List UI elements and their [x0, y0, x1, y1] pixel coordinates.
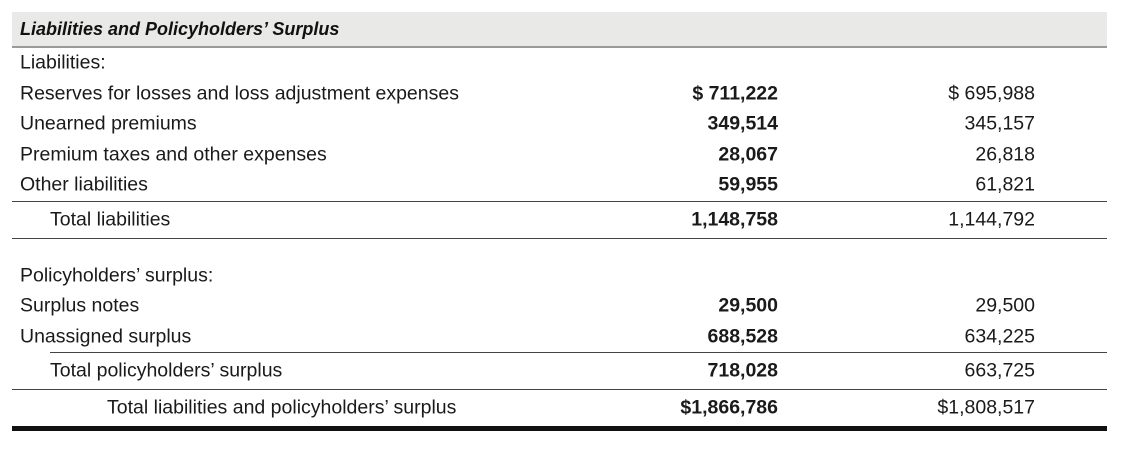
row-label: Unassigned surplus [20, 325, 192, 348]
section-title: Liabilities and Policyholders’ Surplus [20, 18, 340, 39]
total-liabilities-row: Total liabilities 1,148,758 1,144,792 [12, 202, 1107, 238]
subtotal-rule [50, 352, 1107, 353]
prior-year-total: 1,144,792 [948, 208, 1035, 230]
current-year-value: 29,500 [718, 294, 778, 317]
current-year-total: 718,028 [707, 359, 779, 382]
table-row: Surplus notes 29,500 29,500 [12, 291, 1107, 322]
grand-total-label: Total liabilities and policyholders’ sur… [107, 396, 457, 419]
table-header: Liabilities and Policyholders’ Surplus [12, 12, 1107, 48]
subtotal-rule [12, 200, 1107, 202]
row-label: Reserves for losses and loss adjustment … [20, 82, 459, 105]
prior-year-value: 26,818 [975, 143, 1035, 166]
row-label: Unearned premiums [20, 112, 197, 135]
liabilities-heading: Liabilities: [20, 51, 106, 74]
balance-sheet-table: Liabilities and Policyholders’ Surplus L… [12, 12, 1107, 431]
current-year-total: 1,148,758 [691, 208, 778, 230]
total-label: Total liabilities [50, 208, 171, 230]
current-year-value: $ 711,222 [692, 82, 778, 105]
surplus-heading: Policyholders’ surplus: [20, 264, 214, 287]
prior-year-grand-total: $1,808,517 [937, 396, 1035, 419]
prior-year-value: 61,821 [975, 173, 1035, 196]
section-spacer [12, 239, 1107, 261]
current-year-value: 59,955 [718, 173, 778, 196]
prior-year-value: 345,157 [964, 112, 1036, 135]
total-surplus-row: Total policyholders’ surplus 718,028 663… [12, 353, 1107, 389]
table-row: Premium taxes and other expenses 28,067 … [12, 140, 1107, 171]
current-year-value: 688,528 [707, 325, 779, 348]
row-label: Other liabilities [20, 173, 148, 196]
current-year-grand-total: $1,866,786 [680, 396, 778, 419]
table-row: Reserves for losses and loss adjustment … [12, 79, 1107, 110]
surplus-heading-row: Policyholders’ surplus: [12, 261, 1107, 292]
current-year-value: 349,514 [707, 112, 779, 135]
table-row: Other liabilities 59,955 61,821 [12, 170, 1107, 201]
total-rule [12, 389, 1107, 390]
prior-year-total: 663,725 [964, 359, 1036, 382]
grand-total-rule [12, 426, 1107, 431]
liabilities-heading-row: Liabilities: [12, 48, 1107, 79]
row-label: Surplus notes [20, 294, 140, 317]
table-row: Unearned premiums 349,514 345,157 [12, 109, 1107, 140]
row-label: Premium taxes and other expenses [20, 143, 327, 166]
current-year-value: 28,067 [718, 143, 778, 166]
prior-year-value: 29,500 [975, 294, 1035, 317]
table-row: Unassigned surplus 688,528 634,225 [12, 322, 1107, 353]
prior-year-value: 634,225 [964, 325, 1036, 348]
prior-year-value: $ 695,988 [948, 82, 1035, 105]
total-label: Total policyholders’ surplus [50, 359, 283, 382]
total-rule [12, 237, 1107, 239]
grand-total-row: Total liabilities and policyholders’ sur… [12, 390, 1107, 426]
